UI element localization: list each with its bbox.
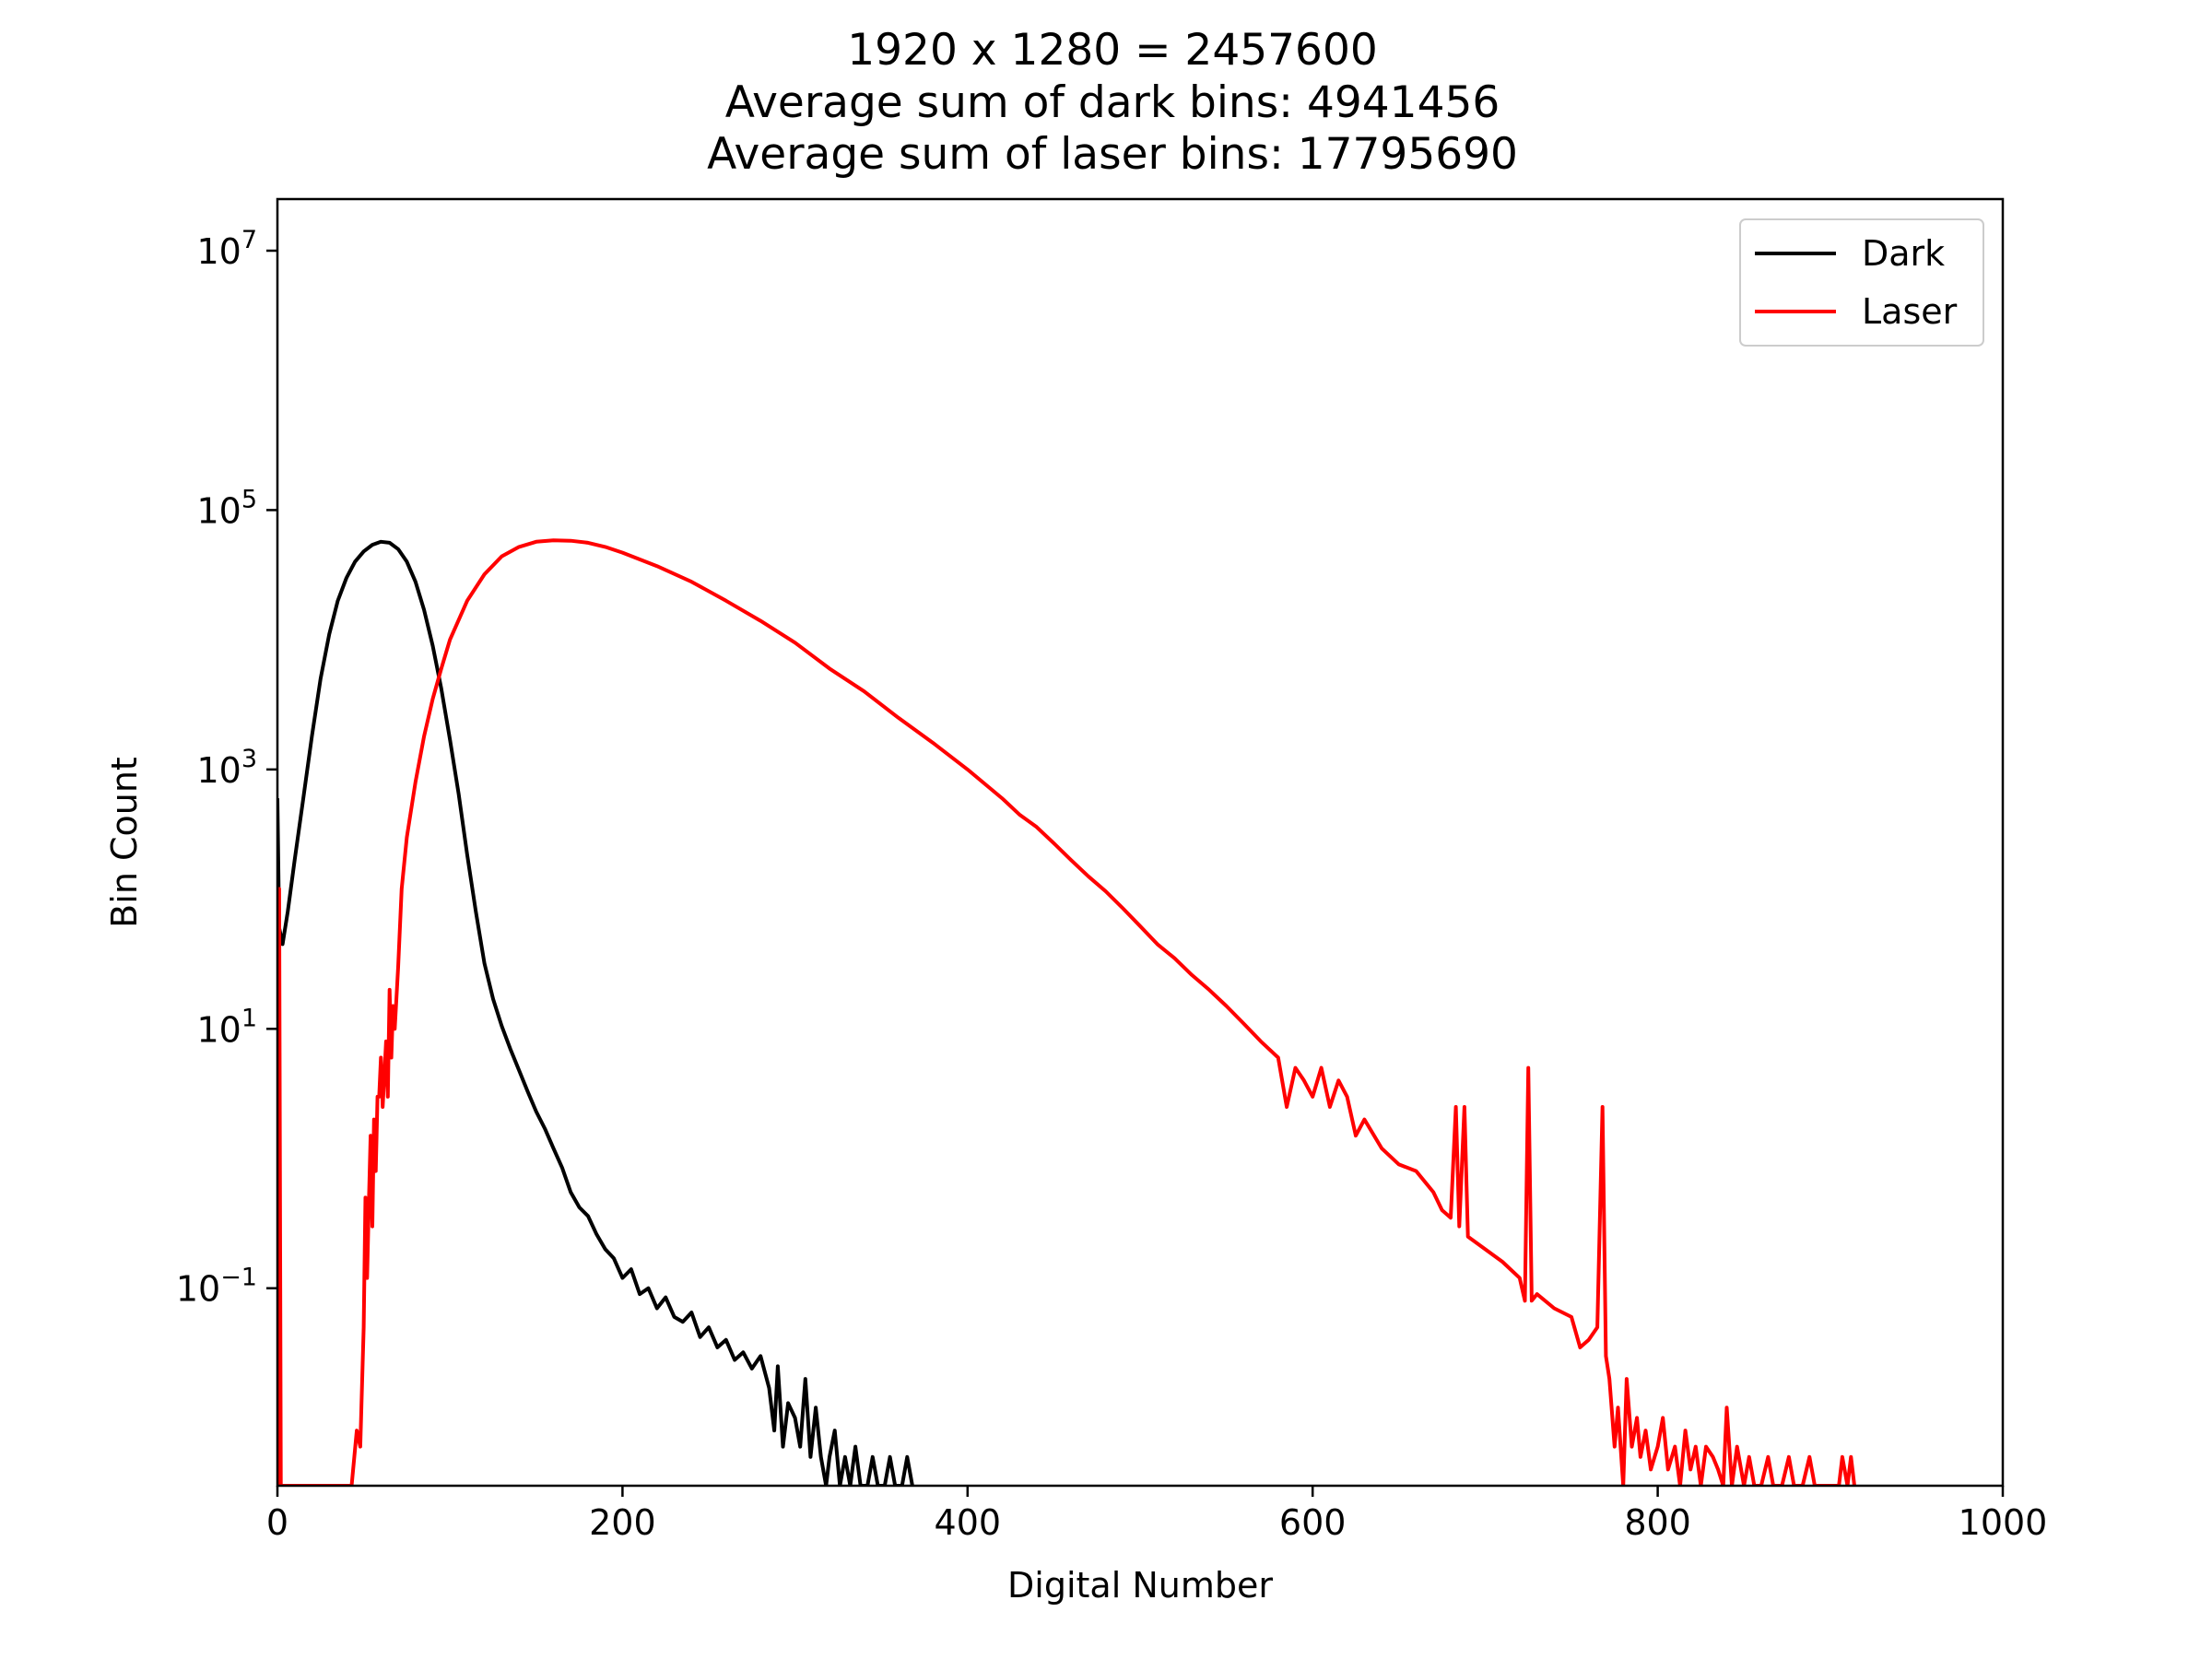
x-tick-label: 200 <box>589 1502 656 1543</box>
x-tick-label: 400 <box>935 1502 1002 1543</box>
x-tick-label: 800 <box>1624 1502 1691 1543</box>
y-axis-label: Bin Count <box>104 757 145 928</box>
x-tick-label: 600 <box>1279 1502 1347 1543</box>
y-tick-label: 101 <box>196 1004 257 1050</box>
y-tick-label: 10−1 <box>176 1264 257 1310</box>
y-tick-label: 105 <box>196 485 257 531</box>
x-axis-label: Digital Number <box>1007 1565 1273 1606</box>
x-tick-label: 1000 <box>1959 1502 2048 1543</box>
chart-title-line-1: 1920 x 1280 = 2457600 <box>847 25 1378 76</box>
legend: Dark Laser <box>1739 218 1984 347</box>
y-tick-label: 103 <box>196 745 257 791</box>
y-tick-label: 107 <box>196 226 257 272</box>
plot-frame <box>276 197 2005 1488</box>
axes: 0 200 400 600 800 1000 10−1 101 103 105 107 <box>176 197 2048 1543</box>
legend-label-laser: Laser <box>1862 291 1958 332</box>
series-line-dark <box>277 539 914 1486</box>
chart-title-line-3: Average sum of laser bins: 17795690 <box>707 129 1518 180</box>
legend-frame <box>1739 218 1984 347</box>
legend-label-dark: Dark <box>1862 233 1945 274</box>
plot-area <box>277 538 1856 1486</box>
x-tick-label: 0 <box>266 1502 288 1543</box>
series-line-laser <box>277 538 1856 1486</box>
chart-title-line-2: Average sum of dark bins: 4941456 <box>725 77 1500 128</box>
